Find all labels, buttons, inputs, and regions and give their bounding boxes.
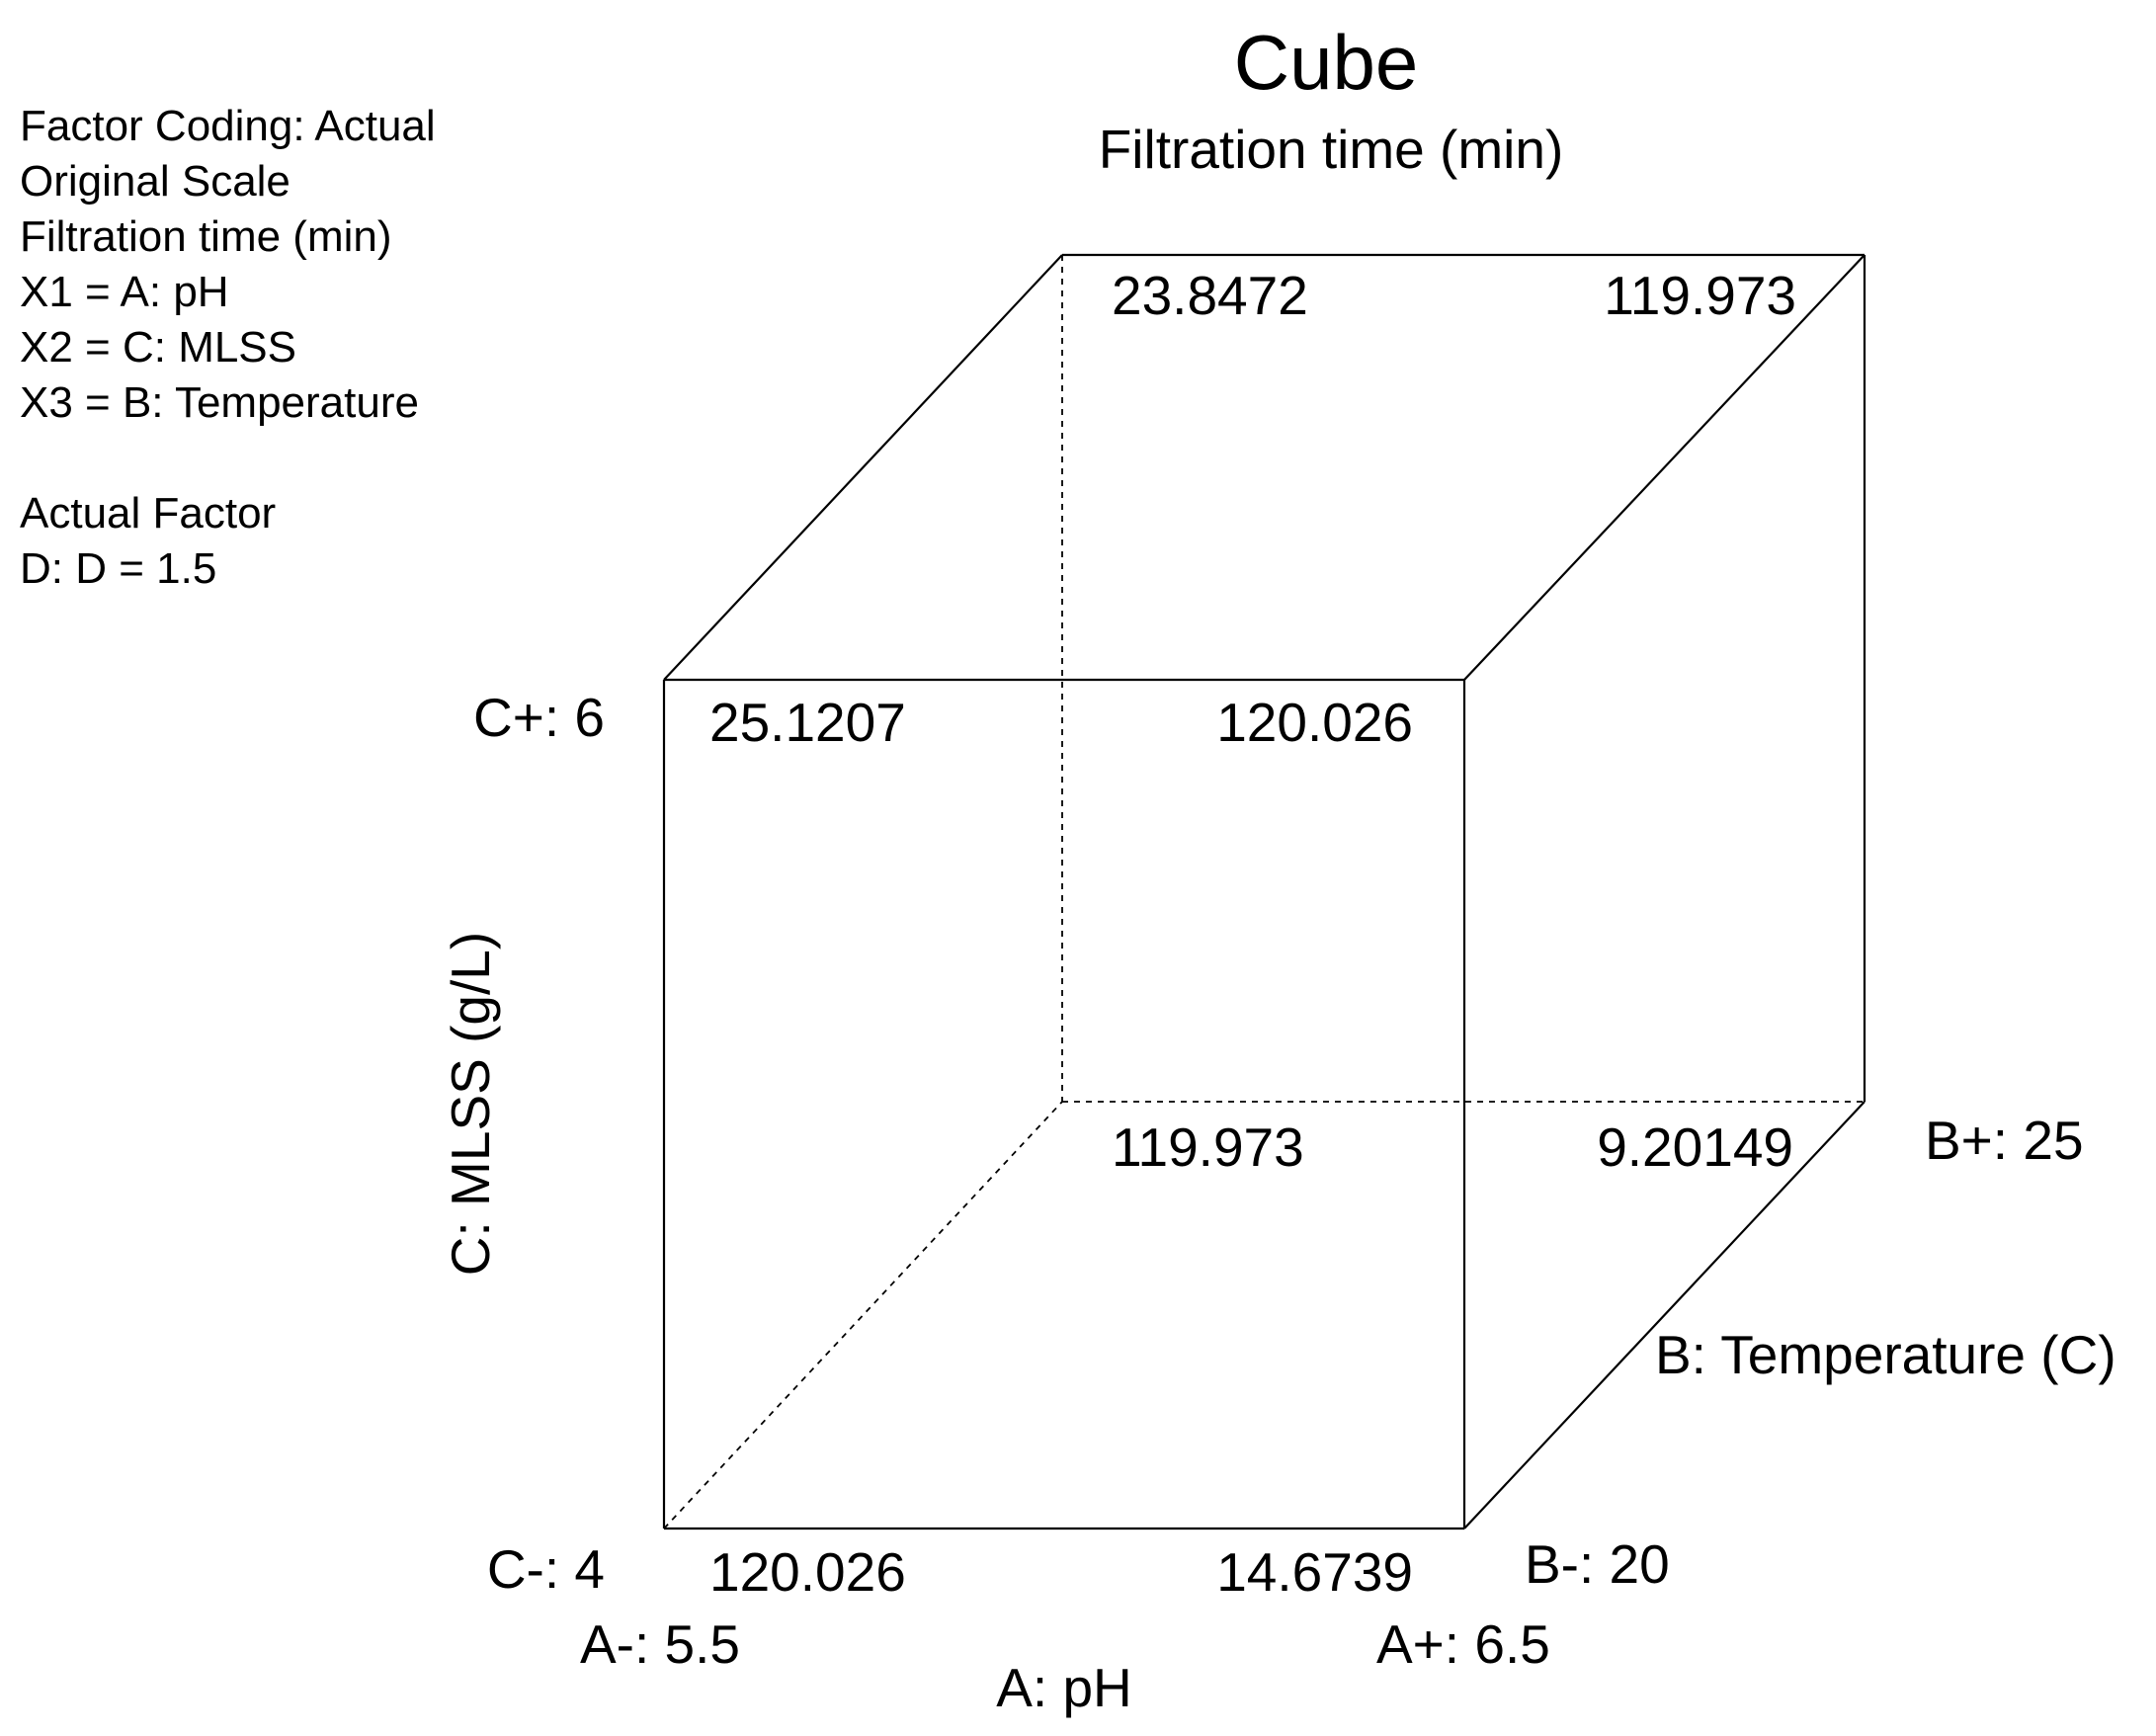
chart-subtitle: Filtration time (min)	[1099, 119, 1564, 180]
chart-title: Cube	[1234, 19, 1418, 106]
vertex-value: 14.6739	[1216, 1541, 1413, 1603]
vertex-value: 23.8472	[1112, 265, 1308, 326]
vertex-value: 25.1207	[709, 692, 906, 753]
vertex-value: 120.026	[1216, 692, 1413, 753]
vertex-value: 119.973	[1604, 265, 1796, 326]
c-high-label: C+: 6	[473, 687, 605, 748]
b-low-label: B-: 20	[1525, 1533, 1670, 1595]
info-line: X1 = A: pH	[20, 268, 229, 316]
axis-titles: A: pH C: MLSS (g/L) B: Temperature (C)	[440, 932, 2116, 1718]
vertex-value: 120.026	[709, 1541, 906, 1603]
cube-edge-depth-top-left	[663, 254, 1063, 681]
a-low-label: A-: 5.5	[580, 1613, 740, 1675]
vertex-values: 120.026 14.6739 25.1207 120.026 119.973 …	[709, 265, 1796, 1603]
info-line: Original Scale	[20, 157, 290, 206]
info-block: Factor Coding: Actual Original Scale Fil…	[20, 102, 436, 593]
z-axis-title: B: Temperature (C)	[1655, 1324, 2116, 1385]
factor-level-labels: C+: 6 C-: 4 A-: 5.5 A+: 6.5 B-: 20 B+: 2…	[473, 687, 2084, 1675]
vertex-value: 9.20149	[1597, 1116, 1793, 1178]
cube-edge-hidden-depth	[663, 1101, 1063, 1529]
info-line: Actual Factor	[20, 489, 276, 537]
info-line: Filtration time (min)	[20, 212, 392, 261]
info-line: X3 = B: Temperature	[20, 378, 419, 427]
b-high-label: B+: 25	[1925, 1110, 2084, 1171]
c-low-label: C-: 4	[487, 1538, 605, 1600]
y-axis-title: C: MLSS (g/L)	[440, 932, 501, 1276]
cube-edge-depth-bottom-right	[1463, 1101, 1866, 1529]
vertex-value: 119.973	[1112, 1116, 1304, 1178]
info-line: D: D = 1.5	[20, 544, 216, 593]
cube-edge-depth-top-right	[1463, 254, 1866, 681]
a-high-label: A+: 6.5	[1376, 1613, 1550, 1675]
cube-edges	[662, 253, 1866, 1530]
x-axis-title: A: pH	[996, 1657, 1132, 1718]
info-line: X2 = C: MLSS	[20, 323, 296, 372]
info-line: Factor Coding: Actual	[20, 102, 436, 150]
